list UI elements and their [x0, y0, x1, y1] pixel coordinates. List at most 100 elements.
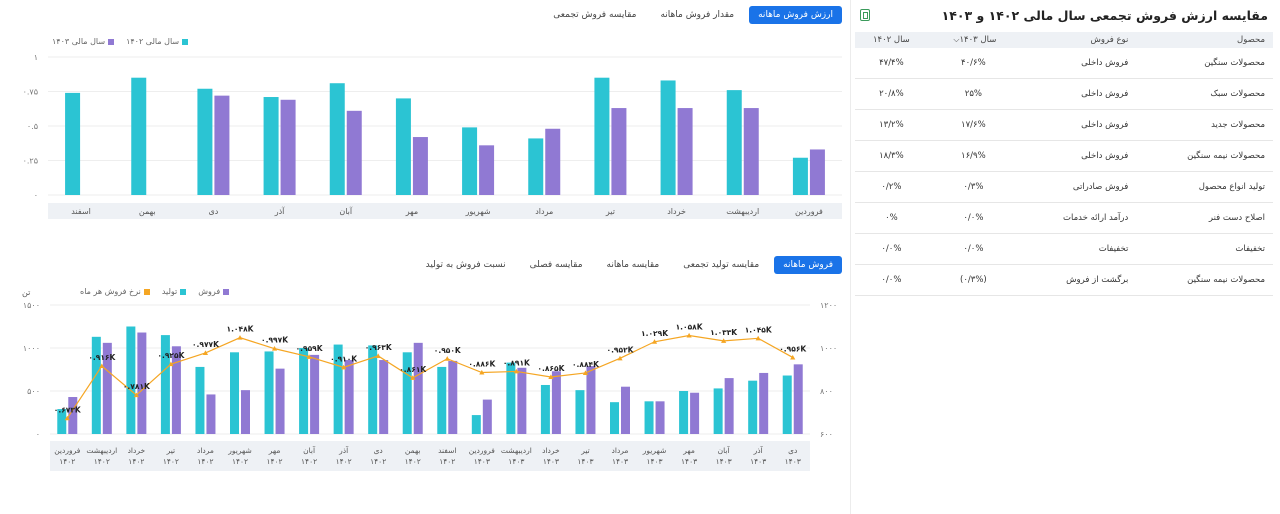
sales-rate-data-label: ۰.۷۸۱K: [123, 382, 151, 391]
bar-sales: [171, 346, 181, 434]
cell-1403: ۱۷/۶%: [927, 109, 1019, 141]
legend-swatch-1403: [108, 38, 115, 45]
cell-sale-type: فروش داخلی: [1018, 78, 1137, 110]
table-row: تولید انواع محصول فروش صادراتی ۰/۳% ۰/۲%: [855, 171, 1273, 203]
sales-rate-point: [582, 370, 589, 375]
tab-sales-to-production-ratio[interactable]: نسبت فروش به تولید: [425, 260, 506, 270]
sales-rate-data-label: ۱.۰۳۳K: [710, 328, 738, 337]
cell-product: محصولات نیمه سنگین: [1136, 140, 1273, 172]
x-tick-year-label: ۱۴۰۲: [128, 457, 144, 466]
x-tick-year-label: ۱۴۰۳: [750, 457, 766, 466]
bar-1402: [792, 157, 808, 195]
bar-sales: [517, 367, 527, 434]
chevron-down-icon[interactable]: ⌵: [953, 35, 960, 44]
cell-1403: (۰/۳%): [927, 264, 1019, 296]
x-tick-month-label: آبان: [303, 445, 316, 455]
sales-rate-point: [410, 375, 416, 380]
bar-sales: [793, 364, 803, 434]
column-header-1403[interactable]: سال ۱۴۰۳⌵: [927, 32, 1019, 48]
excel-export-icon[interactable]: [860, 9, 870, 21]
cell-1402: ۰/۰%: [855, 264, 928, 296]
bar-1403: [214, 95, 230, 195]
bar-1403: [545, 128, 561, 195]
legend-item-1402[interactable]: سال مالی ۱۴۰۲: [126, 37, 189, 46]
column-header-sale-type[interactable]: نوع فروش: [1018, 32, 1137, 48]
sales-rate-data-label: ۰.۹۵۹K: [296, 344, 324, 353]
bottom-combo-chart: ۰ ۵۰۰ ۱۰۰۰ ۱۵۰۰ ۶۰۰ ۸۰۰ ۱۰۰۰ ۱۲۰۰ فروردین ۱۴۰۲ ارد…: [23, 301, 837, 471]
x-tick-year-label: ۱۴۰۳: [612, 457, 628, 466]
sales-rate-point: [444, 356, 450, 361]
x-tick-year-label: ۱۴۰۲: [163, 457, 179, 466]
bar-sales: [551, 371, 561, 434]
bar-1403: [412, 137, 428, 195]
legend-item-sales[interactable]: فروش: [198, 287, 230, 296]
cell-sale-type: فروش داخلی: [1018, 140, 1137, 172]
cell-1403: ۱۶/۹%: [927, 140, 1019, 172]
tab-cumulative-production[interactable]: مقایسه تولید تجمعی: [683, 260, 760, 270]
left-y-tick-label: ۵۰۰: [27, 387, 40, 396]
cell-product: محصولات نیمه سنگین: [1136, 264, 1273, 296]
x-tick-year-label: ۱۴۰۲: [439, 457, 455, 466]
legend-item-rate[interactable]: نرخ فروش هر ماه: [80, 287, 150, 296]
x-tick-year-label: ۱۴۰۳: [681, 457, 697, 466]
sales-rate-point: [168, 361, 174, 367]
bar-production: [575, 390, 585, 434]
right-y-tick-label: ۸۰۰: [820, 387, 833, 396]
cell-product: اصلاح دست فنر: [1136, 202, 1273, 234]
x-tick-label: مهر: [405, 207, 418, 216]
y-tick-label: ۱: [34, 53, 38, 62]
sales-rate-point: [790, 354, 796, 360]
sales-rate-point: [237, 335, 243, 340]
x-tick-label: اسفند: [71, 207, 91, 216]
x-tick-month-label: آذر: [338, 445, 349, 455]
bar-production: [333, 344, 343, 434]
x-tick-label: تیر: [605, 207, 615, 216]
x-tick-month-label: تیر: [166, 446, 176, 455]
sales-rate-data-label: ۰.۹۱۰K: [330, 354, 358, 363]
x-tick-year-label: ۱۴۰۲: [266, 457, 282, 466]
column-header-1402[interactable]: سال ۱۴۰۲: [855, 32, 928, 48]
bar-production: [506, 362, 516, 434]
bar-1402: [726, 90, 742, 195]
top-chart-legend: سال مالی ۱۴۰۲ سال مالی ۱۴۰۳: [52, 37, 189, 46]
tab-monthly-sales-quantity[interactable]: مقدار فروش ماهانه: [660, 10, 735, 20]
bar-1403: [743, 108, 759, 195]
tab-seasonal-comparison[interactable]: مقایسه فصلی: [529, 260, 583, 270]
legend-swatch-sales: [223, 288, 230, 295]
bar-sales: [102, 342, 112, 434]
x-tick-label: مرداد: [535, 207, 553, 216]
bar-1403: [479, 145, 495, 195]
sales-rate-data-label: ۰.۹۵۰K: [434, 346, 462, 355]
sales-rate-point: [755, 335, 761, 341]
left-y-tick-label: ۱۵۰۰: [23, 301, 40, 310]
x-tick-year-label: ۱۴۰۲: [301, 457, 317, 466]
bar-1402: [462, 127, 478, 195]
sales-rate-point: [479, 369, 485, 375]
x-tick-month-label: مهر: [268, 446, 281, 455]
sales-rate-point: [99, 363, 105, 369]
bar-sales: [482, 399, 492, 434]
bar-sales: [241, 390, 250, 434]
tab-monthly-sales[interactable]: فروش ماهانه: [774, 256, 842, 274]
column-header-1403-label: سال ۱۴۰۳: [959, 35, 997, 45]
legend-item-production[interactable]: تولید: [162, 287, 187, 296]
legend-item-1403[interactable]: سال مالی ۱۴۰۳: [52, 37, 115, 46]
sales-rate-data-label: ۰.۶۷۳K: [54, 405, 82, 414]
bar-1402: [329, 83, 345, 195]
x-tick-label: بهمن: [139, 207, 156, 216]
bar-1403: [809, 149, 825, 195]
tab-monthly-comparison[interactable]: مقایسه ماهانه: [606, 260, 660, 270]
sales-rate-point: [64, 415, 70, 421]
table-row: محصولات سنگین فروش داخلی ۴۰/۶% ۴۷/۴%: [855, 48, 1273, 79]
tab-cumulative-sales-comparison[interactable]: مقایسه فروش تجمعی: [553, 10, 637, 20]
bar-production: [713, 388, 723, 434]
bar-production: [264, 351, 274, 434]
cell-1403: ۰/۰%: [927, 233, 1019, 265]
cell-sale-type: فروش داخلی: [1018, 109, 1137, 141]
cell-1403: ۰/۰%: [927, 202, 1019, 234]
sales-rate-data-label: ۱.۰۴۸K: [227, 325, 255, 334]
column-header-product[interactable]: محصول: [1136, 32, 1273, 48]
x-tick-month-label: خرداد: [128, 446, 146, 455]
bar-production: [160, 335, 170, 434]
tab-monthly-sales-value[interactable]: ارزش فروش ماهانه: [749, 6, 842, 24]
